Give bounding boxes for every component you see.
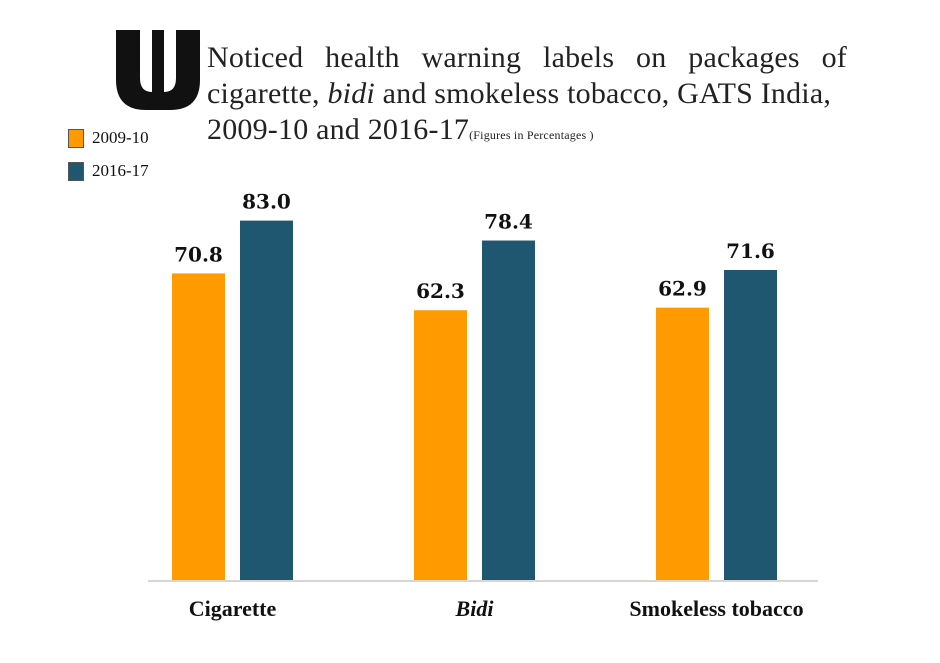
bar-0-2 [656, 307, 709, 580]
title-text: cigarette, [207, 77, 328, 110]
title-line-2: cigarette, bidi and smokeless tobacco, G… [207, 77, 831, 110]
bar-1-2 [724, 269, 777, 580]
title-text: and smokeless tobacco, GATS India, [374, 77, 832, 110]
bar-1-1 [482, 240, 535, 580]
bar-1-0 [240, 220, 293, 581]
category-label: Bidi [455, 596, 495, 621]
category-label: Cigarette [189, 596, 277, 621]
title-line-3: 2009-10 and 2016-17 [207, 113, 470, 146]
data-label: 62.3 [416, 279, 465, 303]
bar-0-0 [172, 273, 225, 580]
data-label: 70.8 [174, 242, 223, 266]
legend-swatch [68, 161, 84, 181]
data-label: 78.4 [484, 210, 533, 234]
category-label: Smokeless tobacco [629, 596, 803, 621]
data-label: 62.9 [658, 277, 707, 301]
title-line-1: Noticed health warning labels on package… [207, 41, 847, 74]
legend-swatch [68, 128, 84, 148]
chart-title: Noticed health warning labels on package… [207, 40, 847, 153]
logo-w [116, 30, 200, 110]
data-label: 83.0 [242, 190, 291, 214]
bar-0-1 [414, 310, 467, 580]
legend-label: 2009-10 [92, 128, 149, 147]
data-label: 71.6 [726, 239, 775, 263]
title-text-italic: bidi [327, 77, 375, 110]
legend-label: 2016-17 [92, 161, 149, 180]
legend-item-2016-17: 2016-17 [68, 161, 149, 181]
legend-item-2009-10: 2009-10 [68, 128, 149, 148]
title-note: (Figures in Percentages ) [469, 128, 594, 142]
